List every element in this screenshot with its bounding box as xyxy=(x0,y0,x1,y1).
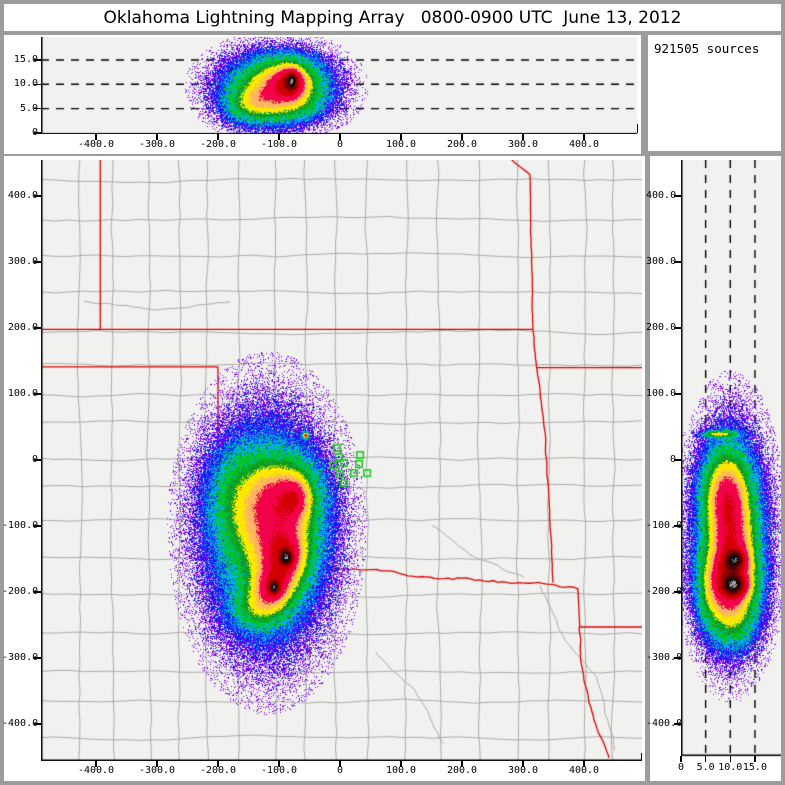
ns-y-tick-label: -300.0 xyxy=(646,652,683,663)
map-x-tick-label: -400.0 xyxy=(77,765,115,776)
map-x-tick-label: -100.0 xyxy=(260,765,298,776)
map-y-tick-label: 0 xyxy=(31,454,38,465)
axis-tick xyxy=(95,134,97,140)
ew-x-tick-label: 300.0 xyxy=(507,139,539,150)
axis-tick xyxy=(34,459,41,461)
map-y-tick-label: -100.0 xyxy=(2,520,39,531)
axis-tick xyxy=(754,756,756,762)
ew-x-tick-label: -200.0 xyxy=(199,139,237,150)
source-count-label: 921505 sources xyxy=(654,41,760,56)
axis-tick xyxy=(217,134,219,140)
map-y-tick-label: 100.0 xyxy=(7,388,38,399)
axis-tick xyxy=(217,760,219,767)
ew-alt-tick-label: 0 xyxy=(31,127,38,138)
axis-tick xyxy=(674,195,681,197)
axis-tick xyxy=(522,760,524,767)
ew-x-tick-label: -300.0 xyxy=(138,139,176,150)
ew-x-tick-label: 0 xyxy=(336,139,344,150)
title-bar: Oklahoma Lightning Mapping Array 0800-09… xyxy=(4,4,781,31)
map-y-tick-label: 300.0 xyxy=(7,256,38,267)
ew-x-tick-label: -100.0 xyxy=(260,139,298,150)
window-title: Oklahoma Lightning Mapping Array 0800-09… xyxy=(103,8,682,28)
axis-tick xyxy=(674,261,681,263)
axis-tick xyxy=(34,195,41,197)
axis-tick xyxy=(34,132,41,134)
axis-tick xyxy=(674,459,681,461)
axis-tick xyxy=(156,760,158,767)
axis-tick xyxy=(583,760,585,767)
map-x-tick-label: 300.0 xyxy=(507,765,539,776)
axis-tick xyxy=(636,124,638,133)
axis-tick xyxy=(680,756,682,762)
map-y-tick-label: -200.0 xyxy=(2,586,39,597)
ns-y-tick-label: 400.0 xyxy=(646,190,677,201)
axis-tick xyxy=(34,591,41,593)
map-x-tick-label: 200.0 xyxy=(446,765,478,776)
ew-x-tick-label: -400.0 xyxy=(77,139,115,150)
ew-x-tick-label: 100.0 xyxy=(385,139,417,150)
ns-alt-tick-label: 0 xyxy=(677,762,685,773)
map-y-tick-label: 400.0 xyxy=(7,190,38,201)
axis-tick xyxy=(34,525,41,527)
axis-tick xyxy=(278,760,280,767)
axis-tick xyxy=(34,83,41,86)
axis-tick xyxy=(34,657,41,659)
altitude-ew-plot-canvas[interactable] xyxy=(41,37,637,134)
axis-tick xyxy=(339,760,341,767)
axis-tick xyxy=(34,327,41,329)
axis-tick xyxy=(400,760,402,767)
axis-tick xyxy=(34,107,41,110)
axis-tick xyxy=(729,756,732,762)
ew-alt-tick-label: 15.0 xyxy=(13,53,38,65)
axis-tick xyxy=(339,134,341,140)
axis-tick xyxy=(34,59,41,61)
axis-tick xyxy=(278,134,280,140)
ns-y-tick-label: 300.0 xyxy=(646,256,677,267)
map-x-tick-label: -200.0 xyxy=(199,765,237,776)
axis-tick xyxy=(95,760,97,767)
ew-x-tick-label: 200.0 xyxy=(446,139,478,150)
axis-tick xyxy=(34,393,41,395)
ns-y-tick-label: 0 xyxy=(669,454,676,465)
plan-map-canvas[interactable] xyxy=(41,160,642,761)
altitude-ns-plot-canvas[interactable] xyxy=(681,160,781,757)
axis-tick xyxy=(400,134,402,140)
axis-tick xyxy=(674,657,681,659)
axis-tick xyxy=(583,134,585,140)
axis-tick xyxy=(522,134,524,140)
map-y-tick-label: 200.0 xyxy=(7,322,38,333)
axis-tick xyxy=(34,261,41,263)
panel-source-count: 921505 sources xyxy=(648,35,781,151)
axis-tick xyxy=(674,723,681,725)
axis-tick xyxy=(461,760,463,767)
ns-alt-tick-label: 5.0 xyxy=(696,762,715,773)
axis-tick xyxy=(461,134,463,140)
axis-tick xyxy=(674,525,681,527)
ew-alt-tick-label: 10.0 xyxy=(13,78,38,90)
ns-y-tick-label: -400.0 xyxy=(646,718,683,729)
ns-y-tick-label: -200.0 xyxy=(646,586,683,597)
ns-alt-tick-label: 10.0 xyxy=(718,762,743,773)
axis-tick xyxy=(674,327,681,329)
axis-tick xyxy=(640,753,642,760)
ew-alt-tick-label: 5.0 xyxy=(19,102,38,114)
map-x-tick-label: -300.0 xyxy=(138,765,176,776)
axis-tick xyxy=(704,756,707,762)
axis-tick xyxy=(34,723,41,725)
ns-y-tick-label: 200.0 xyxy=(646,322,677,333)
ns-alt-tick-label: 15.0 xyxy=(742,762,767,773)
ns-y-tick-label: -100.0 xyxy=(646,520,683,531)
map-x-tick-label: 400.0 xyxy=(568,765,600,776)
ew-x-tick-label: 400.0 xyxy=(568,139,600,150)
ns-y-tick-label: 100.0 xyxy=(646,388,677,399)
axis-tick xyxy=(674,591,681,593)
map-y-tick-label: -300.0 xyxy=(2,652,39,663)
axis-tick xyxy=(674,393,681,395)
axis-tick xyxy=(156,134,158,140)
map-x-tick-label: 100.0 xyxy=(385,765,417,776)
map-y-tick-label: -400.0 xyxy=(2,718,39,729)
map-x-tick-label: 0 xyxy=(336,765,344,776)
